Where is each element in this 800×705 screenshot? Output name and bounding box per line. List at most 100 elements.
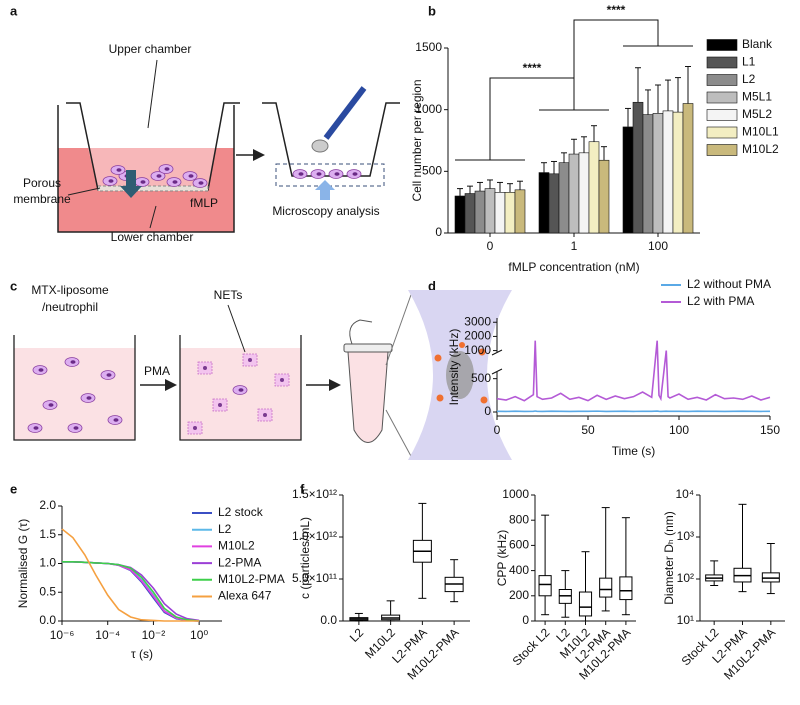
bar [652,113,664,234]
y-tick-label: 200 [509,588,529,602]
label: Upper chamber [109,42,192,56]
legend-label: M10L2 [742,142,779,156]
x-tick-label: 0 [494,423,501,437]
series-line [496,340,771,402]
y-axis-title: Diameter Dₕ (nm) [662,511,676,605]
legend-swatch [706,91,738,104]
x-tick-label: 10⁻⁴ [95,628,120,642]
diagram-a: fMLP Upper chamber Porous membrane Lower… [13,42,400,244]
label: fMLP [190,196,218,210]
box [599,577,613,598]
y-tick-label: 1000 [502,487,529,501]
bar [568,153,580,234]
cells [292,169,362,179]
y-tick-label: 10¹ [677,613,694,627]
y-tick-label: 800 [509,512,529,526]
label: membrane [13,192,71,206]
light-arrow [315,180,335,200]
legend-swatch [706,144,738,156]
y-tick-label: 10³ [677,529,694,543]
y-tick-label: 1000 [464,343,491,357]
migration-arrow [120,170,142,198]
y-tick-label: 0 [522,613,529,627]
x-axis-title: Time (s) [612,444,656,458]
box [538,575,552,597]
label: NETs [214,288,243,302]
bar [598,159,610,234]
label: Porous [23,176,61,190]
x-tick-label: 10⁻² [142,628,166,642]
legend-swatch [706,109,738,121]
panel-label: b [428,3,436,18]
bar [474,190,486,234]
y-tick-label: 400 [509,563,529,577]
label: PMA [144,364,170,378]
insert [262,102,400,177]
bar [672,111,684,234]
x-tick-label: L2 [347,625,367,645]
x-tick-label: 100 [669,423,689,437]
legend-label: M5L2 [742,107,772,121]
y-axis-title: CPP (kHz) [495,530,509,586]
panel-labels: a b c d e f [10,3,436,496]
pointer [149,205,157,229]
legend-swatch [706,74,738,86]
legend-label: L2 without PMA [687,277,771,291]
pipette [323,86,367,140]
y-tick-label: 0 [435,225,442,239]
y-tick-label: 1000 [415,102,442,116]
label: MTX-liposome [31,283,109,297]
axis-break [491,349,503,356]
zoom-line [385,409,413,459]
y-tick-label: 0 [484,404,491,418]
tube [347,351,389,443]
legend-label: L2 stock [218,505,264,519]
y-tick-label: 10² [677,571,694,585]
x-tick-label: 10⁻⁶ [50,628,75,642]
box [619,576,633,601]
bar [578,152,590,234]
y-tick-label: 500 [471,371,491,385]
label: Lower chamber [111,230,194,244]
x-tick-label: 10⁰ [190,628,208,642]
membrane [97,185,209,192]
legend-label: Blank [742,37,773,51]
panel-label: d [428,278,436,293]
y-tick-label: 1500 [415,40,442,54]
series-line [61,528,200,622]
y-axis-title: c (particles/mL) [298,517,312,599]
bar [662,110,674,234]
y-tick-label: 1.0 [39,556,56,570]
dyes [434,342,488,404]
y-tick-label: 10⁴ [675,487,694,501]
tube-lid [349,319,373,345]
panel-label: a [10,3,18,18]
y-tick-label: 0.5 [39,584,56,598]
bar [632,101,644,234]
bracket [489,77,575,160]
y-axis-title: Normalised G (τ) [16,519,30,608]
bar [464,193,476,234]
bar [454,195,466,234]
zoom-line [385,291,413,366]
well [13,335,136,441]
legend-swatch [706,56,738,69]
box [578,591,593,617]
legend-label: Alexa 647 [218,589,272,603]
y-tick-label: 1.5×10¹² [292,487,337,501]
y-tick-label: 0.0 [39,613,56,627]
panel-label: e [10,481,17,496]
bar [548,173,560,234]
well [57,105,235,233]
significance: **** [607,3,626,17]
label: Microscopy analysis [272,204,379,218]
bar [504,192,516,234]
bar [514,189,526,234]
panel-label: f [300,481,305,496]
legend-label: M10L2 [218,539,255,553]
pipette-tip [311,139,329,153]
legend-label: L2-PMA [218,555,261,569]
legend-label: M10L2-PMA [218,572,285,586]
